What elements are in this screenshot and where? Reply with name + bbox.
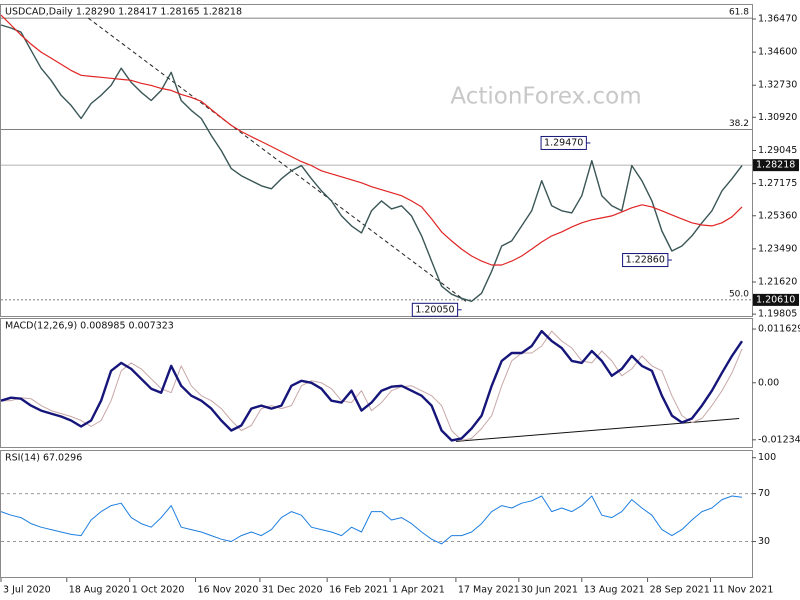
x-tick-label: 1 Oct 2020	[132, 585, 185, 596]
x-tick-label: 31 Dec 2020	[262, 585, 323, 596]
series-line	[0, 14, 743, 266]
fib-label: 38.2	[729, 119, 749, 129]
y-tick-label: 0.00	[758, 377, 779, 388]
x-tick-label: 18 Aug 2020	[69, 585, 130, 596]
y-tick-label: 1.19805	[758, 309, 797, 320]
y-tick-label: 1.21620	[758, 276, 797, 287]
y-tick-label: 100	[758, 452, 776, 463]
y-tick-label: 1.36470	[758, 13, 797, 24]
price-badge	[753, 293, 799, 306]
y-tick-label: 1.30920	[758, 112, 797, 123]
price-badge	[753, 159, 799, 172]
panel-title: RSI(14) 67.0296	[5, 453, 82, 464]
panel-title: MACD(12,26,9) 0.008985 0.007323	[5, 321, 174, 332]
y-tick-label: 0.011629	[758, 324, 800, 335]
price-panel	[0, 4, 753, 317]
x-tick-label: 1 Apr 2021	[392, 585, 445, 596]
x-tick-label: 3 Jul 2020	[3, 585, 51, 596]
y-tick-label: 30	[758, 536, 770, 547]
series-line	[0, 329, 743, 442]
x-tick-label: 17 May 2021	[458, 585, 520, 596]
y-tick-label: 1.27175	[758, 178, 797, 189]
rsi-panel	[0, 450, 753, 578]
y-tick-label: 1.23490	[758, 243, 797, 254]
x-tick-label: 30 Jun 2021	[521, 585, 578, 596]
series-line	[0, 24, 743, 302]
annotation-label: 1.29470	[544, 137, 583, 148]
y-tick-label: 1.25360	[758, 210, 797, 221]
x-tick-label: 16 Nov 2020	[198, 585, 259, 596]
y-tick-label: 70	[758, 488, 770, 499]
x-tick-label: 28 Sep 2021	[650, 585, 710, 596]
fib-label: 50.0	[729, 289, 749, 299]
price-badge-label: 1.28218	[756, 160, 795, 171]
annotation-label: 1.22860	[626, 255, 665, 266]
watermark: ActionForex.com	[450, 84, 641, 110]
panel-title: USDCAD,Daily 1.28290 1.28417 1.28165 1.2…	[5, 7, 242, 18]
annotation-label: 1.20050	[415, 304, 454, 315]
y-tick-label: 1.34600	[758, 47, 797, 58]
price-badge-label: 1.20610	[756, 294, 795, 305]
series-line	[0, 495, 743, 545]
fib-label: 61.8	[729, 8, 749, 18]
x-tick-label: 13 Aug 2021	[584, 585, 645, 596]
x-tick-label: 16 Feb 2021	[329, 585, 388, 596]
trend-line	[87, 17, 467, 302]
y-tick-label: 1.32730	[758, 80, 797, 91]
y-tick-label: 1.29045	[758, 145, 797, 156]
y-tick-label: -0.012348	[758, 434, 800, 445]
x-tick-label: 11 Nov 2021	[713, 585, 774, 596]
